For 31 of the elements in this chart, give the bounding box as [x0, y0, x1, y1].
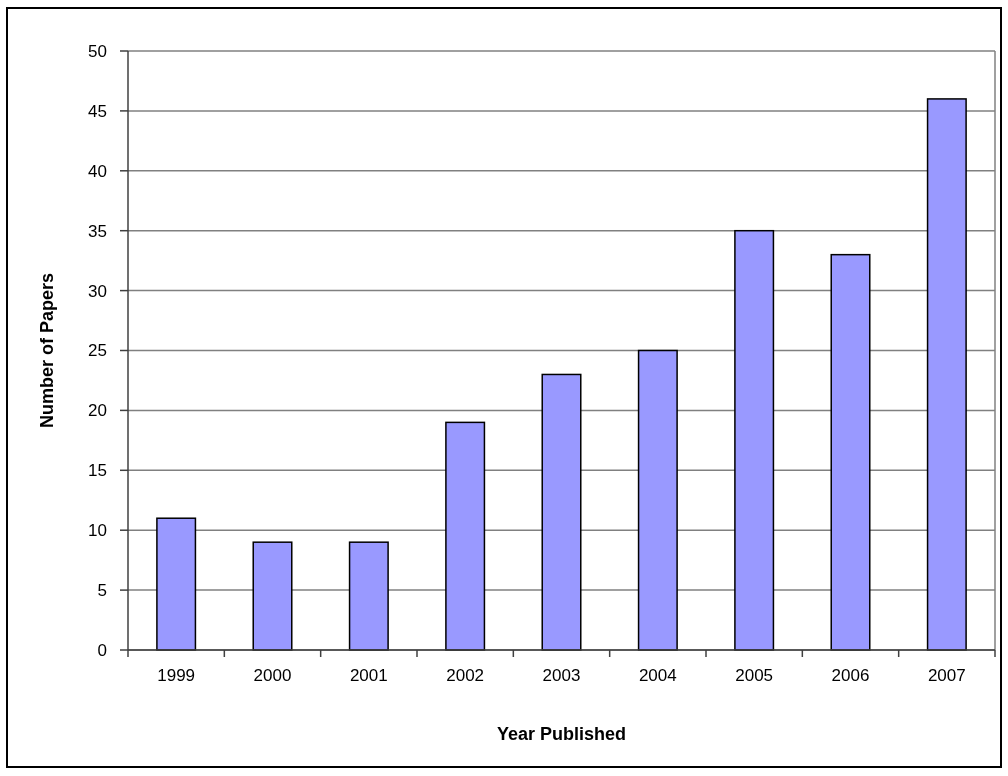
bar [734, 229, 775, 651]
y-tick-label: 40 [88, 161, 107, 181]
bar [445, 421, 486, 651]
bar [637, 349, 678, 651]
bar [541, 373, 582, 651]
x-tick-label: 1999 [157, 666, 196, 685]
bar [830, 253, 871, 651]
y-axis-title: Number of Papers [37, 272, 57, 429]
bar [926, 98, 967, 651]
y-tick-label: 30 [88, 281, 107, 301]
y-tick-label: 15 [88, 461, 107, 481]
x-tick-label: 2006 [831, 666, 870, 685]
y-tick-label: 25 [88, 341, 107, 361]
y-tick-label: 35 [88, 221, 107, 241]
y-tick-label: 5 [97, 581, 107, 601]
y-tick-label: 10 [88, 521, 107, 541]
x-tick-label: 2002 [446, 666, 485, 685]
x-tick-label: 2005 [735, 666, 774, 685]
y-tick-label: 20 [88, 401, 107, 421]
y-tick-label: 0 [97, 640, 107, 660]
x-tick-label: 2007 [927, 666, 966, 685]
bar [252, 541, 293, 651]
bar [156, 517, 197, 651]
x-axis-title: Year Published [496, 724, 627, 744]
y-tick-label: 45 [88, 101, 107, 121]
bar [348, 541, 389, 651]
x-tick-label: 2001 [349, 666, 388, 685]
y-tick-label: 50 [88, 41, 107, 61]
x-tick-label: 2003 [542, 666, 581, 685]
x-tick-label: 2004 [638, 666, 677, 685]
x-tick-label: 2000 [253, 666, 292, 685]
